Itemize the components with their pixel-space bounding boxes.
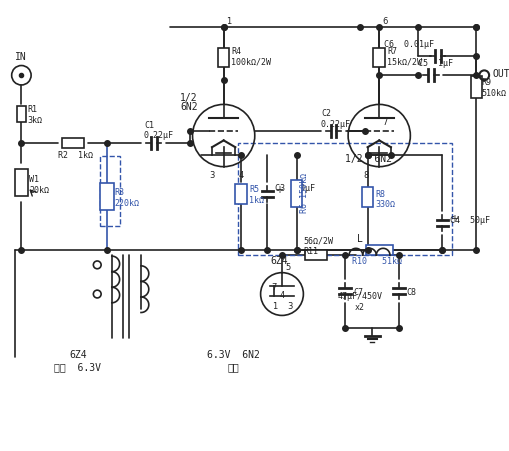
Text: R2  1kΩ: R2 1kΩ [59, 151, 93, 160]
Text: OUT: OUT [492, 69, 509, 79]
Text: 6.3V  6N2
灯丝: 6.3V 6N2 灯丝 [207, 350, 260, 371]
Text: 1: 1 [227, 17, 232, 26]
Text: 6: 6 [382, 17, 387, 26]
Bar [291, 181, 302, 208]
Text: 7: 7 [271, 282, 277, 291]
Bar [235, 185, 247, 204]
Text: 1/2: 1/2 [180, 92, 197, 102]
Text: 6N2: 6N2 [180, 102, 197, 112]
Text: C7: C7 [353, 287, 363, 296]
Text: C5  1μF: C5 1μF [418, 59, 453, 68]
Text: C8: C8 [407, 287, 416, 296]
Text: C6  0.01μF: C6 0.01μF [384, 40, 434, 49]
Bar [16, 107, 26, 123]
Text: R10   51kΩ: R10 51kΩ [352, 256, 402, 265]
Text: 8: 8 [363, 170, 369, 179]
Text: R3
220kΩ: R3 220kΩ [115, 188, 140, 207]
Text: C1
0.22μF: C1 0.22μF [144, 121, 174, 140]
Text: 56Ω/2W
R11: 56Ω/2W R11 [303, 236, 333, 256]
Text: 1/2  6N2: 1/2 6N2 [345, 153, 392, 164]
Text: 5: 5 [285, 262, 290, 272]
Text: 3: 3 [209, 170, 215, 179]
Text: W1
20kΩ: W1 20kΩ [29, 175, 49, 194]
Bar [218, 49, 230, 68]
Text: C4  50μF: C4 50μF [450, 215, 490, 224]
Text: 47μF/450V
x2: 47μF/450V x2 [337, 291, 382, 311]
Text: R9
510kΩ: R9 510kΩ [482, 78, 506, 97]
Text: 4: 4 [239, 170, 244, 179]
Text: R5
1kΩ: R5 1kΩ [249, 185, 264, 204]
Bar [100, 156, 120, 226]
Text: +: + [275, 184, 283, 194]
Bar [15, 169, 28, 196]
Bar [238, 144, 452, 256]
Text: L: L [357, 234, 363, 244]
Text: C3  50μF: C3 50μF [275, 183, 315, 192]
Text: 3: 3 [287, 302, 293, 311]
Text: C2
0.22μF: C2 0.22μF [321, 109, 351, 129]
Bar [374, 49, 385, 68]
Text: +: + [450, 214, 458, 224]
Text: 4: 4 [279, 290, 285, 299]
Text: R6 150kΩ: R6 150kΩ [299, 173, 308, 212]
Text: 1: 1 [272, 302, 277, 311]
Text: R4
100kΩ/2W: R4 100kΩ/2W [232, 47, 271, 66]
Text: R1
3kΩ: R1 3kΩ [27, 105, 42, 124]
Bar [365, 246, 393, 256]
Text: R8
330Ω: R8 330Ω [375, 189, 395, 209]
Bar [100, 184, 114, 211]
Text: IN: IN [15, 51, 26, 61]
Bar [62, 139, 83, 149]
Text: 7: 7 [382, 118, 387, 127]
Bar [471, 77, 483, 98]
Text: 6Z4: 6Z4 [270, 255, 288, 265]
Text: 6Z4
灯丝  6.3V: 6Z4 灯丝 6.3V [54, 350, 101, 371]
Bar [305, 251, 327, 260]
Text: R7
15kΩ/2W: R7 15kΩ/2W [387, 47, 422, 66]
Bar [362, 188, 374, 207]
